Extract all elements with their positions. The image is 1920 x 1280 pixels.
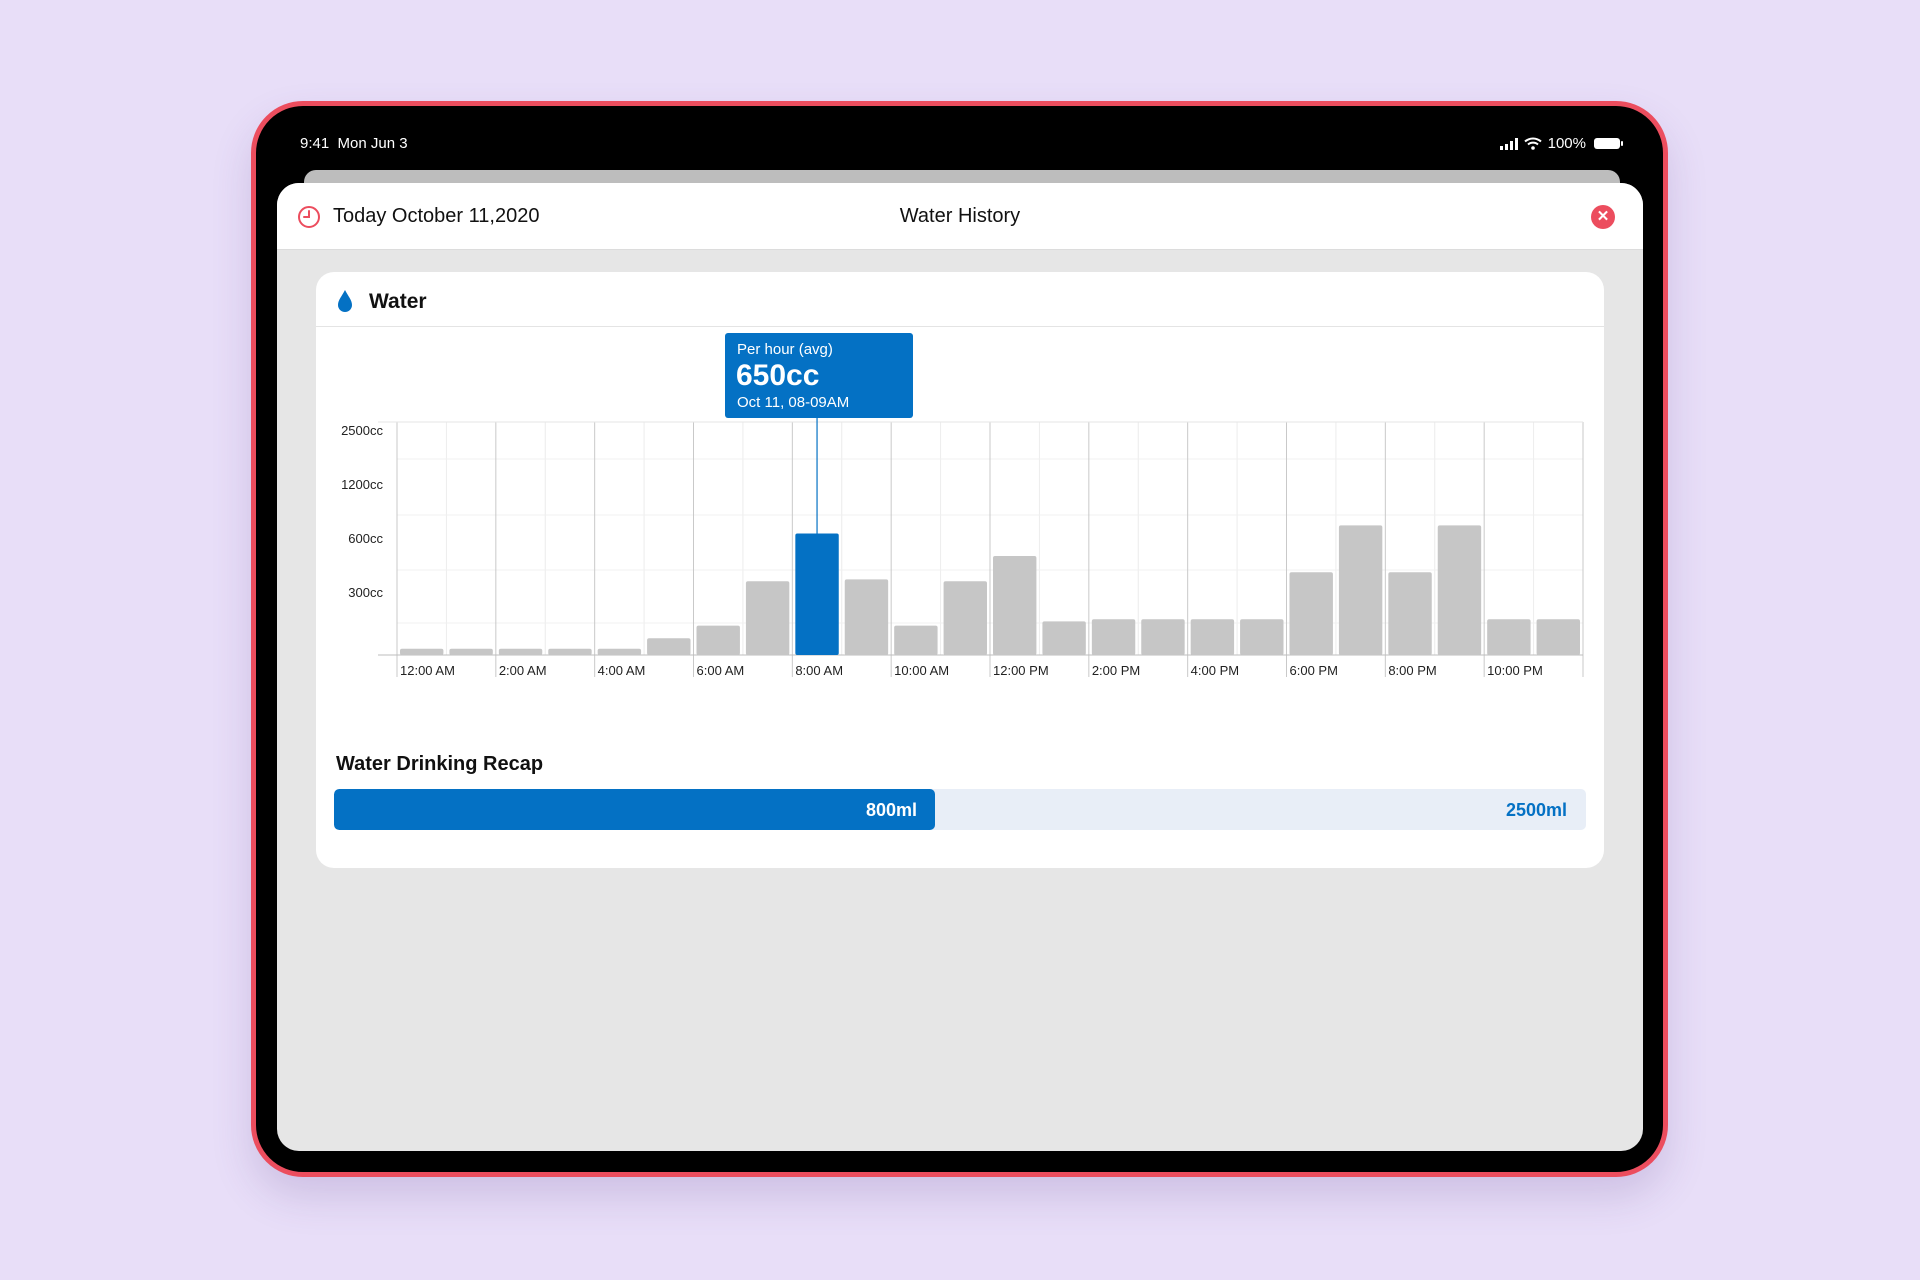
battery-icon — [1594, 138, 1623, 149]
bar — [696, 625, 740, 655]
bar — [548, 648, 592, 655]
y-tick-label: 300cc — [348, 585, 383, 600]
x-tick-label: 12:00 PM — [993, 663, 1049, 678]
water-drop-icon — [338, 290, 352, 312]
bar — [449, 648, 493, 655]
status-clock: 9:41 — [300, 135, 330, 152]
card-title: Water — [369, 290, 427, 313]
bar — [1091, 619, 1136, 655]
tooltip-time: Oct 11, 08-09AM — [737, 394, 849, 411]
card-header: Water — [316, 272, 1604, 327]
top-bar: Today October 11,2020 Water History ✕ — [277, 183, 1643, 250]
x-tick-label: 12:00 AM — [400, 663, 455, 678]
screen: Today October 11,2020 Water History ✕ Wa… — [277, 183, 1643, 1151]
tooltip-label: Per hour (avg) — [737, 341, 833, 358]
bar — [844, 579, 889, 655]
x-tick-label: 6:00 AM — [697, 663, 745, 678]
x-tick-label: 2:00 PM — [1092, 663, 1140, 678]
close-icon: ✕ — [1596, 208, 1610, 225]
bar — [1536, 619, 1580, 655]
bar — [745, 581, 790, 655]
x-tick-label: 10:00 AM — [894, 663, 949, 678]
status-bar: 9:41 Mon Jun 3 100% — [300, 133, 1623, 155]
bar — [1141, 619, 1185, 655]
bar — [1240, 619, 1284, 655]
bar — [1042, 621, 1086, 655]
bar — [1437, 525, 1482, 655]
bar — [1338, 525, 1383, 655]
y-tick-label: 1200cc — [341, 477, 383, 492]
water-chart[interactable]: 12:00 AM 2:00 AM 4:00 AM 6:00 AM 8:00 AM 10:0… — [316, 327, 1604, 727]
bar — [498, 648, 543, 655]
bar — [597, 648, 642, 655]
x-tick-label: 4:00 PM — [1191, 663, 1239, 678]
clock-icon[interactable] — [297, 205, 321, 229]
bar — [993, 556, 1037, 655]
x-tick-label: 2:00 AM — [499, 663, 547, 678]
x-tick-label: 4:00 AM — [598, 663, 646, 678]
bar — [943, 581, 987, 655]
recap-progress-bar: 800ml 2500ml — [334, 789, 1586, 830]
status-time: 9:41 Mon Jun 3 — [300, 135, 408, 152]
bar — [1487, 619, 1531, 655]
signal-icon — [1499, 137, 1518, 150]
bar — [647, 638, 691, 655]
bar — [1289, 572, 1333, 655]
x-tick-label: 6:00 PM — [1290, 663, 1338, 678]
battery-percent: 100% — [1547, 135, 1586, 152]
bar — [894, 625, 938, 655]
recap-progress-fill: 800ml — [334, 789, 935, 830]
close-button[interactable]: ✕ — [1591, 205, 1615, 229]
y-tick-label: 2500cc — [341, 423, 383, 438]
x-tick-label: 8:00 AM — [795, 663, 843, 678]
recap-value: 800ml — [865, 800, 917, 820]
y-tick-label: 600cc — [348, 531, 383, 546]
tooltip-value: 650cc — [736, 359, 819, 392]
status-date: Mon Jun 3 — [337, 135, 408, 152]
status-indicators: 100% — [1499, 135, 1623, 152]
bar — [1190, 619, 1235, 655]
bar — [400, 648, 444, 655]
water-card: Water 12:00 AM 2:00 AM 4:00 AM 6:00 AM 8:00 … — [316, 272, 1604, 868]
x-tick-label: 10:00 PM — [1487, 663, 1543, 678]
bar — [1388, 572, 1432, 655]
recap-goal: 2500ml — [1505, 800, 1567, 820]
wifi-icon — [1523, 137, 1542, 150]
x-tick-label: 8:00 PM — [1388, 663, 1436, 678]
tooltip-box — [725, 333, 913, 418]
recap-title: Water Drinking Recap — [336, 753, 544, 775]
date-label: Today October 11,2020 — [333, 205, 540, 227]
bar-highlighted — [795, 533, 839, 655]
